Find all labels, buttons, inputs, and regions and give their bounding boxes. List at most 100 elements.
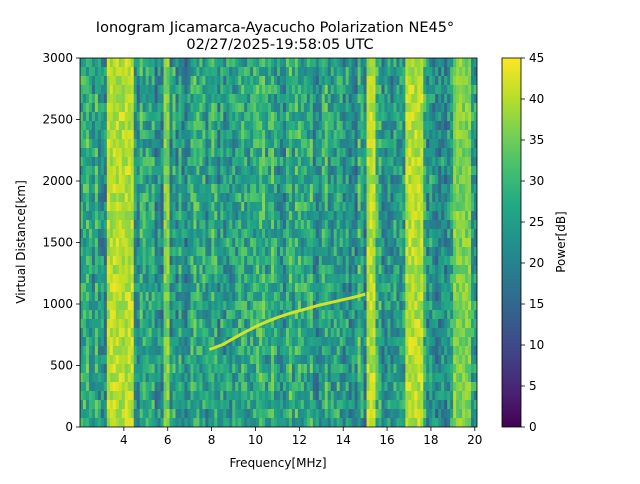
heatmap-cell <box>121 148 126 158</box>
heatmap-cell <box>396 220 400 230</box>
heatmap-cell <box>381 355 385 365</box>
heatmap-cell <box>333 391 338 401</box>
heatmap-cell <box>121 265 126 275</box>
heatmap-cell <box>202 94 206 104</box>
heatmap-cell <box>112 328 117 338</box>
heatmap-cell <box>324 373 329 383</box>
heatmap-cell <box>250 220 254 230</box>
heatmap-cell <box>130 58 135 68</box>
heatmap-cell <box>315 247 320 257</box>
heatmap-cell <box>375 319 379 329</box>
heatmap-cell <box>181 112 185 122</box>
heatmap-cell <box>127 391 132 401</box>
heatmap-cell <box>127 85 132 95</box>
heatmap-cell <box>345 175 350 185</box>
heatmap-cell <box>318 67 323 77</box>
heatmap-cell <box>199 391 203 401</box>
heatmap-cell <box>327 301 332 311</box>
heatmap-cell <box>411 130 415 140</box>
heatmap-cell <box>88 301 93 311</box>
heatmap-cell <box>423 355 427 365</box>
heatmap-cell <box>193 211 197 221</box>
heatmap-cell <box>348 301 353 311</box>
heatmap-cell <box>142 274 147 284</box>
heatmap-cell <box>327 229 332 239</box>
heatmap-cell <box>181 238 185 248</box>
heatmap-cell <box>369 400 373 410</box>
heatmap-cell <box>429 157 433 167</box>
heatmap-cell <box>411 400 415 410</box>
heatmap-cell <box>187 319 191 329</box>
heatmap-cell <box>351 157 356 167</box>
heatmap-cell <box>115 58 120 68</box>
heatmap-cell <box>130 148 135 158</box>
heatmap-cell <box>378 373 382 383</box>
heatmap-cell <box>324 256 329 266</box>
heatmap-cell <box>282 238 287 248</box>
heatmap-cell <box>339 382 344 392</box>
heatmap-cell <box>217 121 221 131</box>
heatmap-cell <box>202 355 206 365</box>
heatmap-cell <box>142 130 147 140</box>
heatmap-cell <box>348 58 353 68</box>
heatmap-cell <box>274 418 278 427</box>
heatmap-cell <box>238 373 242 383</box>
heatmap-cell <box>148 184 153 194</box>
heatmap-cell <box>426 337 430 347</box>
heatmap-cell <box>351 85 356 95</box>
heatmap-cell <box>441 274 445 284</box>
heatmap-cell <box>393 247 397 257</box>
heatmap-cell <box>402 283 406 293</box>
heatmap-cell <box>408 346 412 356</box>
heatmap-cell <box>429 247 433 257</box>
heatmap-cell <box>208 337 212 347</box>
heatmap-cell <box>88 139 93 149</box>
heatmap-cell <box>151 409 156 419</box>
heatmap-cell <box>175 292 179 302</box>
heatmap-cell <box>435 391 439 401</box>
heatmap-cell <box>327 211 332 221</box>
heatmap-cell <box>235 220 239 230</box>
heatmap-cell <box>241 256 245 266</box>
heatmap-cell <box>384 391 388 401</box>
heatmap-cell <box>133 121 138 131</box>
heatmap-cell <box>429 256 433 266</box>
heatmap-cell <box>253 301 257 311</box>
heatmap-cell <box>97 121 102 131</box>
heatmap-cell <box>420 112 424 122</box>
heatmap-cell <box>223 220 227 230</box>
heatmap-cell <box>265 85 269 95</box>
heatmap-cell <box>381 274 385 284</box>
heatmap-cell <box>169 139 173 149</box>
heatmap-cell <box>303 319 308 329</box>
heatmap-cell <box>220 211 224 221</box>
heatmap-cell <box>211 400 215 410</box>
heatmap-cell <box>441 157 445 167</box>
heatmap-cell <box>375 274 379 284</box>
heatmap-cell <box>399 94 403 104</box>
heatmap-cell <box>420 328 424 338</box>
heatmap-cell <box>148 229 153 239</box>
heatmap-cell <box>357 382 361 392</box>
heatmap-cell <box>229 238 233 248</box>
heatmap-cell <box>136 103 141 113</box>
heatmap-cell <box>187 283 191 293</box>
heatmap-cell <box>396 130 400 140</box>
heatmap-cell <box>321 355 326 365</box>
heatmap-cell <box>148 337 153 347</box>
heatmap-cell <box>348 328 353 338</box>
heatmap-cell <box>402 175 406 185</box>
heatmap-cell <box>366 238 370 248</box>
heatmap-cell <box>348 274 353 284</box>
heatmap-cell <box>115 256 120 266</box>
heatmap-cell <box>256 238 260 248</box>
heatmap-cell <box>202 175 206 185</box>
heatmap-cell <box>217 103 221 113</box>
heatmap-cell <box>405 319 409 329</box>
heatmap-cell <box>250 373 254 383</box>
heatmap-cell <box>136 94 141 104</box>
heatmap-cell <box>324 139 329 149</box>
heatmap-cell <box>85 193 90 203</box>
heatmap-cell <box>345 238 350 248</box>
heatmap-cell <box>97 400 102 410</box>
